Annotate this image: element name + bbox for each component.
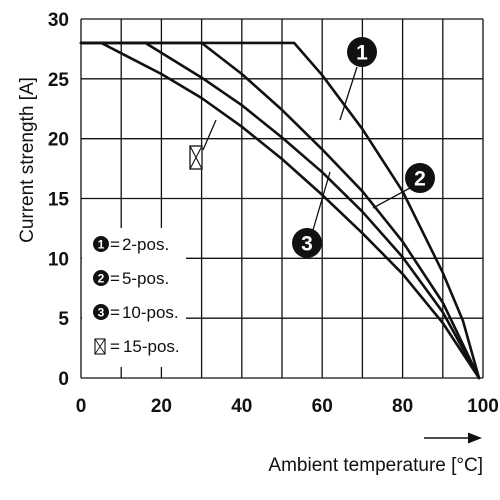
legend-label-2: 5-pos. [122, 269, 169, 288]
x-axis-arrow [424, 432, 482, 444]
legend-marker-2-icon [93, 270, 109, 286]
svg-text:2: 2 [98, 272, 105, 286]
x-axis-title: Ambient temperature [°C] [268, 455, 483, 476]
legend-label-15: 15-pos. [123, 337, 180, 356]
curves [79, 41, 481, 380]
legend-item-2: 2 = 5-pos. [93, 269, 169, 288]
legend-marker-1-icon [93, 236, 109, 252]
x-tick-label-0: 0 [76, 396, 87, 417]
series-line-4 [79, 41, 481, 380]
svg-text:3: 3 [301, 233, 313, 256]
legend-item-3: 3 = 10-pos. [93, 303, 179, 322]
x-tick-label-40: 40 [231, 396, 252, 417]
tick-labels: 0 20 40 60 80 100 0 5 10 15 20 25 30 [48, 10, 499, 417]
leader-15 [202, 119, 217, 151]
y-tick-label-15: 15 [48, 190, 70, 211]
y-tick-label-20: 20 [48, 130, 69, 151]
series-line-3 [79, 41, 481, 380]
curve-marker-1: 1 [347, 37, 377, 67]
legend-item-1: 1 = 2-pos. [93, 235, 169, 254]
x-tick-label-60: 60 [312, 396, 333, 417]
x-tick-label-20: 20 [151, 396, 172, 417]
marker-leaders [202, 66, 411, 231]
legend-marker-15-icon [94, 338, 106, 355]
curve-marker-3: 3 [292, 228, 322, 258]
leader-1 [339, 66, 358, 121]
y-tick-label-0: 0 [58, 369, 69, 390]
y-tick-label-30: 30 [48, 10, 69, 31]
legend-marker-3-icon [93, 304, 109, 320]
svg-text:3: 3 [98, 306, 105, 320]
svg-text:=5-pos.: = 5-pos. [110, 269, 169, 288]
svg-text:=2-pos.: = 2-pos. [110, 235, 169, 254]
y-axis-title: Current strength [A] [17, 77, 38, 243]
series-line-1 [79, 41, 481, 380]
legend-item-15: = 15-pos. [94, 337, 180, 356]
curve-marker-2: 2 [405, 163, 435, 193]
legend-label-3: 10-pos. [122, 303, 179, 322]
leader-2 [372, 187, 411, 209]
svg-text:1: 1 [356, 42, 368, 65]
series-line-2 [79, 41, 481, 380]
svg-text:=10-pos.: = 10-pos. [110, 303, 179, 322]
y-tick-label-5: 5 [58, 309, 69, 330]
x-tick-label-100: 100 [467, 396, 499, 417]
leader-3 [312, 171, 331, 231]
curve-marker-15-icon [189, 145, 203, 170]
grid [80, 18, 484, 379]
y-tick-label-25: 25 [48, 70, 70, 91]
y-tick-label-10: 10 [48, 249, 69, 270]
legend: 1 = 2-pos. 2 = 5-pos. 3 = 10-pos. = 15-pos. [82, 228, 186, 367]
legend-label-1: 2-pos. [122, 235, 169, 254]
svg-text:=15-pos.: = 15-pos. [110, 337, 180, 356]
x-tick-label-80: 80 [392, 396, 413, 417]
svg-text:2: 2 [414, 168, 426, 191]
svg-text:1: 1 [98, 238, 105, 252]
